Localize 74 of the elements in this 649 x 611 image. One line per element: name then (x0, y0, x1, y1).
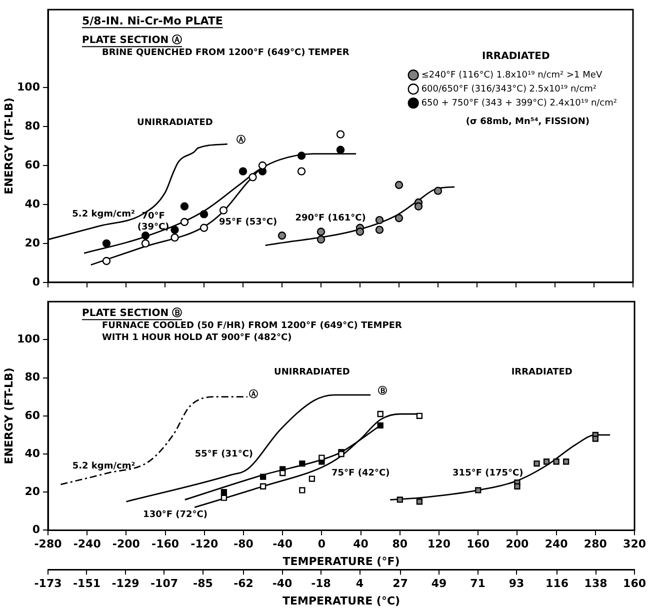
y-tick-label: 20 (24, 236, 40, 250)
annotation: 70°F (39°C) (137, 211, 170, 232)
y-tick-label: 60 (24, 408, 40, 422)
x-tick-label: 120 (428, 538, 451, 551)
y-tick-label: 0 (32, 275, 40, 288)
x2-tick-label: 160 (623, 577, 646, 590)
annotation: Ⓑ (378, 386, 387, 397)
text: 5/8-IN. Ni-Cr-Mo PLATE (82, 14, 223, 28)
x-tick-label: 40 (353, 538, 369, 551)
y-tick-label: 80 (24, 370, 40, 384)
y-tick-label: 40 (24, 446, 40, 460)
annotation: (σ 68mb, Mn⁵⁴, FISSION) (466, 116, 590, 127)
x-axis-title: TEMPERATURE (°F) (282, 554, 400, 568)
x2-tick-label: -18 (311, 577, 331, 590)
legend-label: ≤240°F (116°C) 1.8x10¹⁹ n/cm² >1 MeV (421, 70, 603, 80)
text: PLATE SECTION Ⓑ (82, 307, 182, 320)
annotation: UNIRRADIATED (137, 118, 213, 128)
x2-tick-label: 93 (508, 577, 524, 590)
x2-tick-label: -129 (112, 577, 140, 590)
text: PLATE SECTION Ⓐ (82, 34, 182, 46)
annotation: WITH 1 HOUR HOLD AT 900°F (482°C) (102, 332, 292, 343)
y-tick-label: 80 (24, 119, 40, 132)
x-tick-label: 0 (318, 538, 326, 551)
x-tick-label: -40 (272, 538, 293, 551)
x-tick-label: -200 (112, 538, 140, 551)
x2-tick-label: 49 (431, 577, 447, 590)
annotation: 95°F (53°C) (218, 218, 278, 228)
x-tick-label: 320 (623, 538, 646, 551)
legend-label: 650 + 750°F (343 + 399°C) 2.4x10¹⁹ n/cm² (421, 98, 618, 108)
x-tick-label: -160 (152, 538, 180, 551)
x2-axis-title: TEMPERATURE (°C) (282, 594, 400, 608)
y-tick-label: 100 (17, 80, 40, 94)
y-tick-label: 40 (24, 197, 40, 210)
annotation: 5.2 kgm/cm² (72, 210, 136, 220)
x-tick-label: -280 (34, 538, 62, 551)
annotation: IRRADIATED (511, 367, 572, 378)
annotation: 75°F (42°C) (332, 468, 390, 478)
x2-tick-label: -107 (150, 577, 178, 590)
x2-tick-label: -40 (272, 577, 293, 590)
y-tick-label: 100 (17, 332, 40, 346)
y-tick-label: 60 (24, 158, 40, 172)
x-tick-label: 280 (584, 538, 608, 551)
legend-label: 600/650°F (316/343°C) 2.5x10¹⁹ n/cm² (421, 84, 597, 94)
annotation: UNIRRADIATED (274, 367, 350, 378)
x2-tick-label: -151 (72, 577, 101, 590)
annotation: 130°F (72°C) (143, 510, 208, 520)
annotation: FURNACE COOLED (50 F/HR) FROM 1200°F (649°C) TEMPER (102, 320, 402, 331)
x-tick-label: 200 (506, 538, 530, 551)
annotation: 55°F (31°C) (194, 449, 254, 460)
x2-tick-label: -85 (193, 577, 213, 590)
x-tick-label: 80 (392, 538, 408, 551)
annotation: 315°F (175°C) (452, 468, 524, 478)
legend-title: IRRADIATED (482, 51, 550, 62)
x-tick-label: -120 (190, 538, 219, 551)
x2-tick-label: 116 (546, 577, 569, 590)
y-tick-label: 20 (24, 484, 40, 498)
annotation: 290°F (161°C) (295, 214, 366, 224)
annotation: Ⓐ (248, 389, 258, 400)
x-tick-label: 160 (466, 538, 490, 551)
x2-tick-label: -62 (234, 577, 254, 590)
x2-tick-label: 138 (584, 577, 608, 590)
y-axis-title: ENERGY (FT-LB) (2, 98, 16, 194)
y-axis-title: ENERGY (FT-LB) (2, 368, 16, 464)
x-tick-label: -240 (73, 538, 102, 551)
y-tick-label: 0 (32, 523, 40, 536)
x2-tick-label: -173 (34, 577, 62, 590)
annotation: Ⓐ (236, 134, 246, 146)
x2-tick-label: 4 (356, 577, 364, 590)
x-tick-label: 240 (544, 538, 568, 551)
annotation: 5.2 kgm/cm² (72, 462, 136, 472)
annotation: BRINE QUENCHED FROM 1200°F (649°C) TEMPER (102, 48, 350, 58)
x2-tick-label: 71 (470, 577, 486, 590)
x-tick-label: -80 (234, 538, 254, 551)
x2-tick-label: 27 (392, 577, 408, 590)
